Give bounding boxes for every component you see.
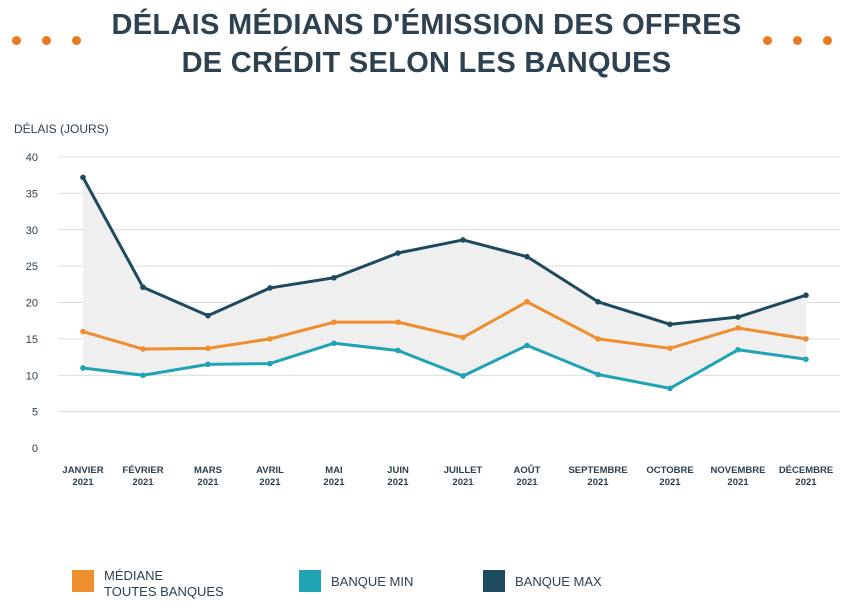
data-point-mediane [140, 346, 146, 352]
x-tick-label-month: JANVIER [62, 465, 103, 476]
x-tick-label-month: JUIN [387, 465, 409, 476]
legend-label-min: BANQUE MIN [331, 574, 414, 589]
data-point-min [803, 356, 809, 363]
data-point-min [524, 342, 530, 349]
series-line-min [81, 341, 808, 390]
y-tick-label: 5 [32, 407, 38, 419]
data-point-max [205, 312, 211, 319]
data-point-min [395, 347, 401, 354]
x-tick-label-month: AVRIL [256, 465, 284, 476]
data-point-max [735, 314, 741, 320]
data-point-mediane [667, 345, 673, 352]
line-chart: 0510152025303540JANVIER2021FÉVRIER2021MA… [26, 152, 840, 488]
x-tick-label-month: MARS [194, 465, 222, 476]
data-point-min [667, 385, 673, 392]
data-point-max [460, 237, 466, 243]
y-tick-label: 15 [26, 334, 38, 346]
x-tick-label-year: 2021 [72, 477, 94, 488]
x-tick-label-year: 2021 [387, 477, 409, 488]
x-tick-label-month: SEPTEMBRE [568, 465, 627, 476]
decorative-dot [793, 36, 802, 45]
data-point-min [140, 372, 146, 379]
x-tick-label-month: AOÛT [514, 464, 541, 476]
data-point-mediane [80, 328, 86, 335]
decorative-dot [72, 36, 81, 45]
x-tick-label-month: NOVEMBRE [711, 465, 766, 476]
data-point-min [735, 346, 741, 353]
decorative-dot [42, 36, 51, 45]
x-tick-label-year: 2021 [659, 477, 681, 488]
data-point-min [331, 340, 337, 347]
data-point-min [205, 361, 211, 368]
legend-item-min: BANQUE MIN [299, 568, 461, 592]
data-point-min [460, 373, 466, 379]
legend-item-max: BANQUE MAX [483, 568, 645, 592]
legend-swatch-mediane [72, 570, 94, 592]
legend-swatch-min [299, 570, 321, 592]
legend-label-mediane: MÉDIANE TOUTES BANQUES [104, 568, 224, 599]
x-tick-label-year: 2021 [132, 477, 154, 488]
decorative-dots-right [763, 36, 832, 45]
x-tick-label-year: 2021 [587, 477, 609, 488]
data-point-max [524, 253, 530, 260]
series-line-mediane [81, 300, 808, 351]
data-point-max [267, 285, 273, 291]
data-point-mediane [735, 325, 741, 331]
decorative-dot [823, 36, 832, 45]
data-point-mediane [267, 336, 273, 342]
data-point-max [140, 284, 146, 291]
x-tick-label-year: 2021 [323, 477, 345, 488]
data-point-mediane [524, 298, 530, 305]
legend-label-max: BANQUE MAX [515, 574, 602, 589]
y-tick-label: 30 [26, 225, 38, 237]
series-line-max [81, 175, 808, 326]
y-tick-label: 40 [26, 152, 38, 164]
legend-swatch-max [483, 570, 505, 592]
decorative-dots-left [12, 36, 81, 45]
x-tick-label-month: OCTOBRE [646, 465, 693, 476]
y-tick-label: 0 [32, 443, 38, 455]
data-point-mediane [803, 336, 809, 342]
y-axis-label: DÉLAIS (JOURS) [14, 122, 109, 136]
y-tick-label: 25 [26, 261, 38, 273]
data-point-min [80, 365, 86, 371]
x-tick-label-month: DÉCEMBRE [779, 465, 833, 476]
x-tick-label-year: 2021 [516, 477, 538, 488]
data-point-min [595, 371, 601, 378]
y-tick-label: 10 [26, 370, 38, 382]
x-tick-label-month: FÉVRIER [122, 465, 163, 476]
x-tick-label-month: MAI [325, 465, 342, 476]
data-point-mediane [331, 319, 337, 325]
x-tick-label-year: 2021 [795, 477, 817, 488]
chart-title-line1: DÉLAIS MÉDIANS D'ÉMISSION DES OFFRES [111, 9, 742, 41]
legend-item-mediane: MÉDIANE TOUTES BANQUES [72, 568, 234, 600]
y-tick-label: 35 [26, 188, 38, 200]
min-max-band [83, 177, 806, 389]
data-point-mediane [395, 319, 401, 325]
decorative-dot [763, 36, 772, 45]
x-tick-label-year: 2021 [727, 477, 749, 488]
x-tick-label-month: JUILLET [444, 465, 483, 476]
chart-title: DÉLAIS MÉDIANS D'ÉMISSION DES OFFRES DE … [0, 6, 853, 82]
data-point-max [803, 292, 809, 299]
data-point-max [80, 174, 86, 181]
x-tick-label-year: 2021 [259, 477, 281, 488]
data-point-min [267, 360, 273, 367]
y-tick-label: 20 [26, 298, 38, 310]
decorative-dot [12, 36, 21, 45]
data-point-max [395, 250, 401, 256]
data-point-max [331, 274, 337, 281]
x-tick-label-year: 2021 [197, 477, 219, 488]
chart-title-line2: DE CRÉDIT SELON LES BANQUES [181, 47, 672, 79]
data-point-mediane [595, 336, 601, 342]
data-point-mediane [460, 334, 466, 341]
data-point-max [595, 298, 601, 305]
data-point-mediane [205, 345, 211, 352]
data-point-max [667, 321, 673, 328]
x-tick-label-year: 2021 [452, 477, 474, 488]
